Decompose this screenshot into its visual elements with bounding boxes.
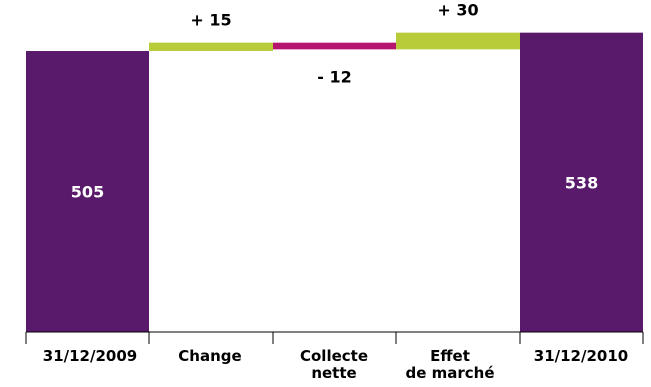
category-labels-layer: 31/12/2009 Change Collecte nette Effet de mar… [43, 347, 628, 382]
category-label-3: Effet de marché [405, 347, 494, 382]
value-label-4: 538 [565, 173, 598, 192]
category-label-1: Change [178, 347, 241, 365]
value-label-0: 505 [71, 183, 104, 202]
bar-1 [149, 42, 273, 52]
x-axis [25, 331, 644, 344]
value-label-1: + 15 [190, 11, 231, 30]
bar-4 [520, 32, 643, 332]
bar-3 [396, 32, 520, 50]
bar-0 [26, 51, 149, 332]
category-label-4: 31/12/2010 [534, 347, 628, 365]
bars-layer [26, 32, 643, 332]
value-label-2: - 12 [317, 67, 351, 86]
category-label-0: 31/12/2009 [43, 347, 137, 365]
value-labels-layer: 505 + 15 - 12 + 30 538 [71, 1, 598, 202]
category-label-2: Collecte nette [300, 347, 368, 382]
value-label-3: + 30 [437, 1, 478, 20]
bar-2 [273, 42, 396, 50]
